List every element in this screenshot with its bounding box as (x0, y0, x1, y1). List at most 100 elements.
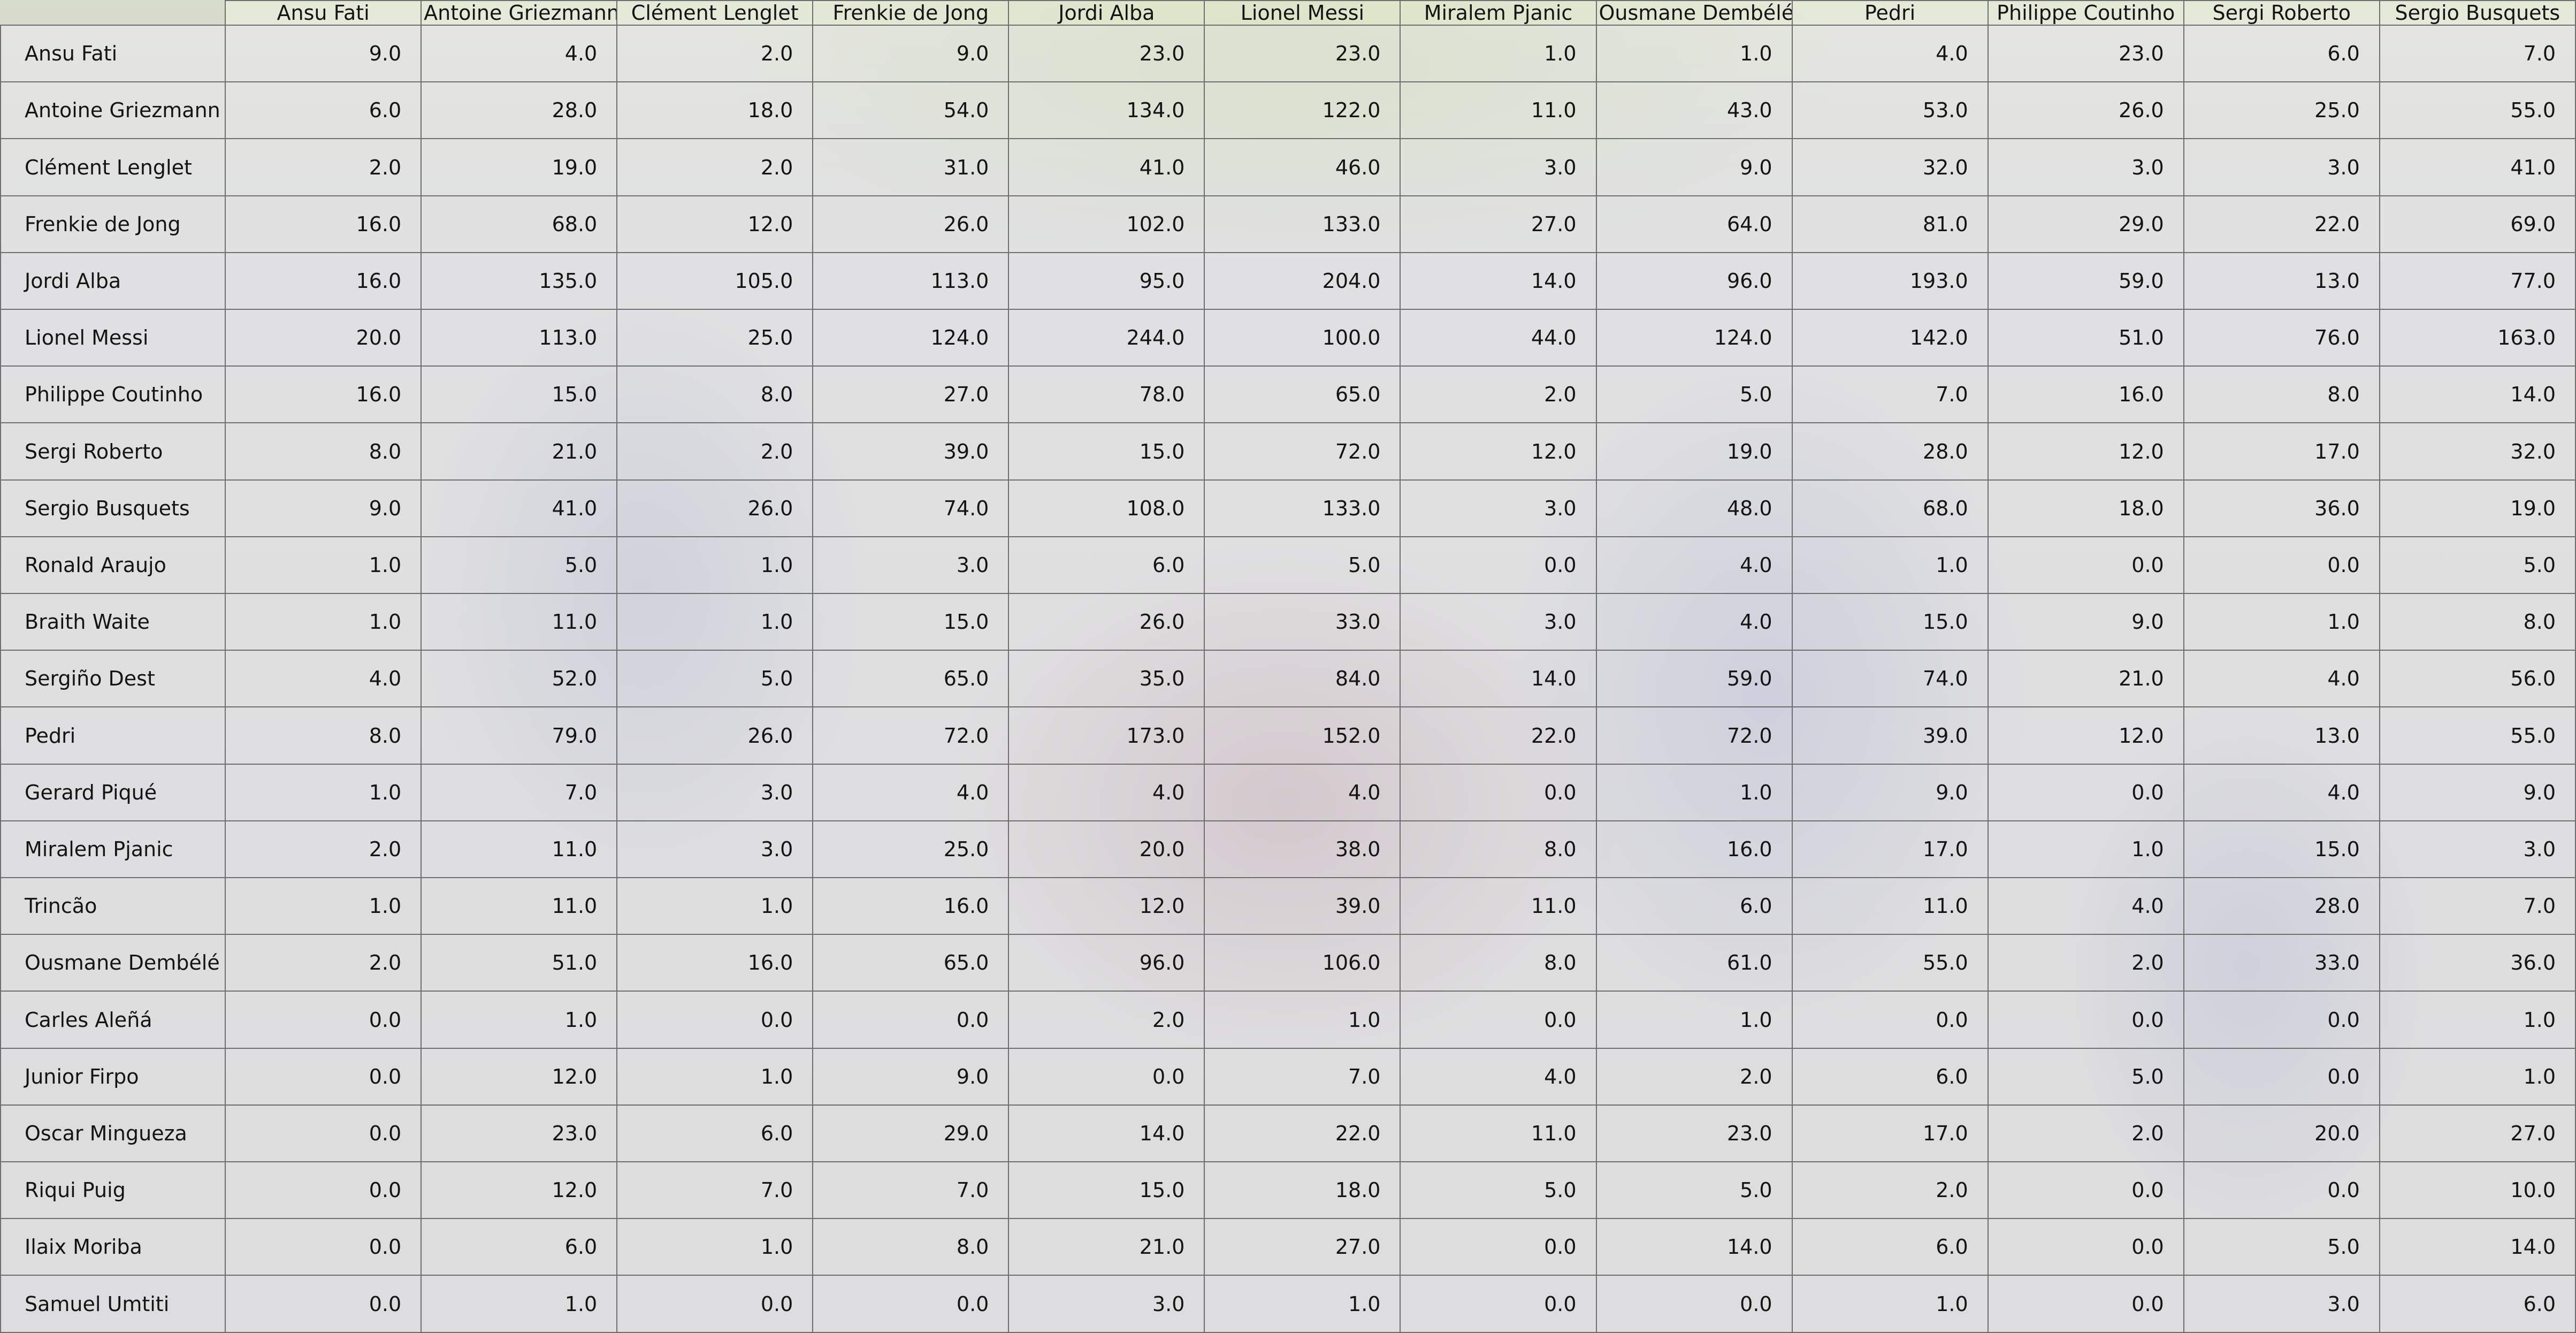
table-cell: 23.0 (1204, 24, 1401, 83)
table-cell: 9.0 (812, 1047, 1010, 1106)
table-cell: 0.0 (2183, 1047, 2380, 1106)
table-cell: 18.0 (616, 81, 814, 140)
table-cell: 29.0 (1987, 195, 2184, 253)
table-cell: 9.0 (2379, 763, 2576, 821)
table-cell: 3.0 (1987, 138, 2184, 196)
table-cell: 65.0 (1204, 365, 1401, 424)
table-cell: 2.0 (225, 934, 422, 992)
table-cell: 4.0 (1791, 24, 1989, 83)
table-cell: 0.0 (225, 1104, 422, 1163)
table-cell: 6.0 (1595, 877, 1793, 935)
table-cell: 244.0 (1008, 309, 1205, 367)
table-cell: 163.0 (2379, 309, 2576, 367)
table-cell: 5.0 (1204, 536, 1401, 595)
table-cell: 173.0 (1008, 706, 1205, 765)
row-header: Sergio Busquets (0, 479, 226, 537)
table-cell: 113.0 (812, 252, 1010, 310)
table-cell: 105.0 (616, 252, 814, 310)
table-cell: 35.0 (1008, 650, 1205, 708)
table-row: Oscar Mingueza 0.0 23.0 6.0 29.0 14.0 22.0 11.0… (0, 1104, 2576, 1163)
table-cell: 23.0 (421, 1104, 618, 1163)
table-cell: 1.0 (2183, 593, 2380, 651)
table-row: Antoine Griezmann 6.0 28.0 18.0 54.0 134.0 122… (0, 81, 2576, 140)
column-header: Sergio Busquets (2379, 0, 2576, 26)
table-cell: 3.0 (1008, 1275, 1205, 1333)
table-row: Junior Firpo 0.0 12.0 1.0 9.0 0.0 7.0 4.0 2.0 6.0… (0, 1047, 2576, 1106)
column-header: Ansu Fati (225, 0, 422, 26)
table-cell: 4.0 (2183, 650, 2380, 708)
table-cell: 6.0 (1791, 1047, 1989, 1106)
table-cell: 133.0 (1204, 479, 1401, 537)
table-cell: 122.0 (1204, 81, 1401, 140)
table-cell: 51.0 (421, 934, 618, 992)
table-cell: 12.0 (1008, 877, 1205, 935)
table-cell: 0.0 (225, 1161, 422, 1220)
table-cell: 27.0 (1204, 1218, 1401, 1276)
table-row: Gerard Piqué 1.0 7.0 3.0 4.0 4.0 4.0 0.0 1.0 9.0 0… (0, 763, 2576, 821)
table-cell: 5.0 (2183, 1218, 2380, 1276)
table-cell: 26.0 (812, 195, 1010, 253)
table-cell: 106.0 (1204, 934, 1401, 992)
table-cell: 0.0 (225, 1047, 422, 1106)
table-cell: 1.0 (616, 536, 814, 595)
table-cell: 8.0 (2379, 593, 2576, 651)
table-cell: 5.0 (1595, 365, 1793, 424)
table-cell: 12.0 (1400, 422, 1597, 481)
table-cell: 142.0 (1791, 309, 1989, 367)
table-cell: 26.0 (1008, 593, 1205, 651)
table-cell: 2.0 (225, 820, 422, 879)
table-cell: 27.0 (2379, 1104, 2576, 1163)
table-cell: 26.0 (1987, 81, 2184, 140)
table-cell: 3.0 (812, 536, 1010, 595)
table-cell: 13.0 (2183, 706, 2380, 765)
table-cell: 2.0 (1987, 934, 2184, 992)
table-body: Ansu Fati 9.0 4.0 2.0 9.0 23.0 23.0 1.0 1.0 4.0 23… (0, 24, 2576, 1333)
table-cell: 14.0 (2379, 365, 2576, 424)
column-header: Frenkie de Jong (812, 0, 1010, 26)
table-cell: 1.0 (1595, 991, 1793, 1049)
table-cell: 0.0 (225, 991, 422, 1049)
table-cell: 96.0 (1595, 252, 1793, 310)
table-cell: 39.0 (1791, 706, 1989, 765)
table-cell: 12.0 (1987, 422, 2184, 481)
table-cell: 52.0 (421, 650, 618, 708)
table-cell: 68.0 (421, 195, 618, 253)
table-cell: 7.0 (616, 1161, 814, 1220)
table-cell: 9.0 (812, 24, 1010, 83)
table-cell: 0.0 (1987, 1275, 2184, 1333)
table-cell: 28.0 (1791, 422, 1989, 481)
table-cell: 2.0 (1400, 365, 1597, 424)
table-cell: 46.0 (1204, 138, 1401, 196)
table-cell: 193.0 (1791, 252, 1989, 310)
table-cell: 4.0 (421, 24, 618, 83)
table-cell: 41.0 (421, 479, 618, 537)
table-cell: 4.0 (2183, 763, 2380, 821)
table-cell: 14.0 (1008, 1104, 1205, 1163)
table-cell: 1.0 (2379, 1047, 2576, 1106)
table-cell: 11.0 (1791, 877, 1989, 935)
table-cell: 8.0 (2183, 365, 2380, 424)
table-cell: 16.0 (812, 877, 1010, 935)
table-cell: 16.0 (225, 365, 422, 424)
table-row: Sergio Busquets 9.0 41.0 26.0 74.0 108.0 133.0… (0, 479, 2576, 537)
table-cell: 65.0 (812, 650, 1010, 708)
table-cell: 16.0 (616, 934, 814, 992)
table-cell: 36.0 (2379, 934, 2576, 992)
table-cell: 81.0 (1791, 195, 1989, 253)
table-cell: 0.0 (1791, 991, 1989, 1049)
table-cell: 9.0 (1595, 138, 1793, 196)
table-cell: 1.0 (225, 877, 422, 935)
column-header: Jordi Alba (1008, 0, 1205, 26)
table-cell: 7.0 (421, 763, 618, 821)
table-cell: 72.0 (1595, 706, 1793, 765)
table-cell: 1.0 (616, 877, 814, 935)
table-cell: 3.0 (616, 763, 814, 821)
row-header: Ilaix Moriba (0, 1218, 226, 1276)
table-cell: 0.0 (616, 991, 814, 1049)
table-cell: 96.0 (1008, 934, 1205, 992)
table-cell: 3.0 (2183, 1275, 2380, 1333)
table-cell: 1.0 (2379, 991, 2576, 1049)
table-cell: 133.0 (1204, 195, 1401, 253)
table-cell: 0.0 (2183, 536, 2380, 595)
table-cell: 134.0 (1008, 81, 1205, 140)
